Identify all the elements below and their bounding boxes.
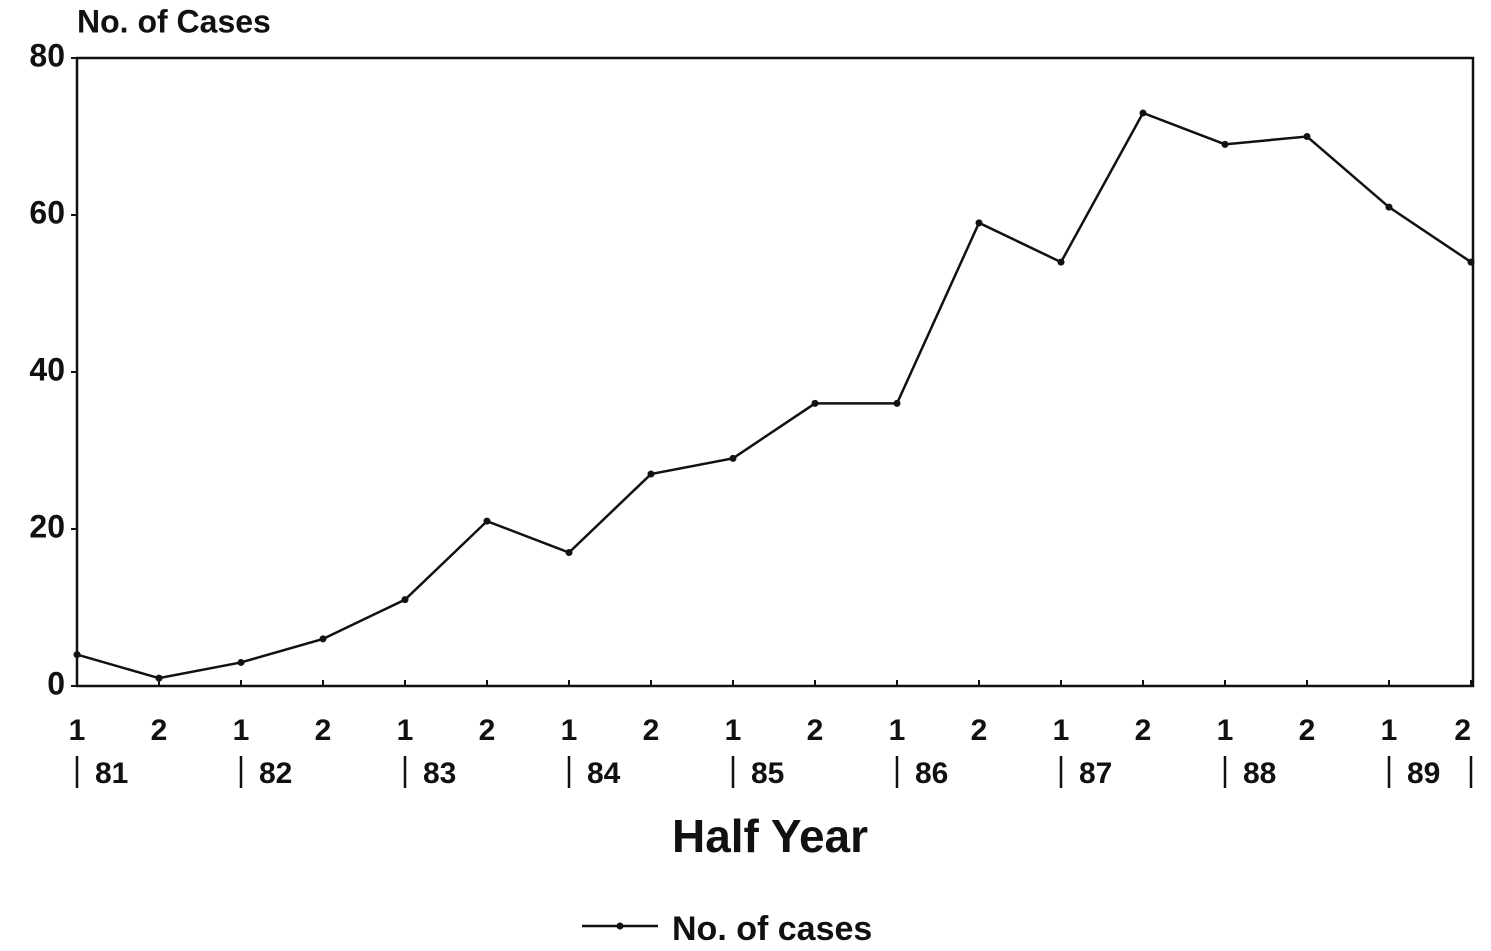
- x-tick-label: 1: [1053, 714, 1070, 747]
- data-point: [1303, 133, 1311, 140]
- x-tick-label: 2: [807, 714, 824, 747]
- data-line: [76, 111, 1472, 680]
- x-tick-label: 2: [479, 714, 496, 747]
- x-tick-label: 1: [397, 714, 414, 747]
- plot-frame: [75, 56, 1475, 688]
- x-tick-label: 1: [233, 714, 250, 747]
- data-point: [1467, 258, 1475, 266]
- legend-label: No. of cases: [672, 910, 872, 948]
- data-point: [483, 517, 491, 525]
- data-point: [975, 219, 983, 227]
- data-point: [647, 470, 655, 478]
- x-axis-title: Half Year: [672, 810, 868, 862]
- x-tick-label: 1: [561, 714, 578, 747]
- x-tick-label: 1: [69, 714, 86, 747]
- data-point: [319, 635, 327, 643]
- data-point: [1139, 109, 1147, 117]
- data-point: [1385, 203, 1393, 211]
- group-label: 88: [1243, 757, 1276, 790]
- y-tick-label: 40: [29, 351, 65, 387]
- x-tick-label: 2: [971, 714, 988, 747]
- x-tick-label: 1: [725, 714, 742, 747]
- group-label: 86: [915, 757, 948, 790]
- data-point: [811, 399, 819, 407]
- y-axis-title: No. of Cases: [77, 3, 271, 39]
- x-tick-label: 2: [151, 714, 168, 747]
- data-point: [565, 549, 573, 557]
- data-point: [237, 658, 245, 666]
- x-tick-label: 1: [1381, 714, 1398, 747]
- data-point: [729, 454, 737, 462]
- group-label: 82: [259, 757, 292, 790]
- group-label: 87: [1079, 757, 1112, 790]
- x-tick-label: 2: [1454, 714, 1471, 747]
- group-label: 85: [751, 757, 784, 790]
- y-tick-label: 80: [29, 37, 65, 73]
- data-point: [155, 674, 163, 682]
- data-point: [73, 651, 81, 659]
- x-tick-label: 2: [315, 714, 332, 747]
- x-tick-label: 1: [889, 714, 906, 747]
- x-tick-label: 2: [1299, 714, 1316, 747]
- x-tick-label: 2: [643, 714, 660, 747]
- group-label: 84: [587, 757, 621, 790]
- group-label: 89: [1407, 757, 1440, 790]
- group-label: 81: [95, 757, 128, 790]
- data-point: [1057, 258, 1065, 266]
- data-point: [1221, 140, 1229, 148]
- x-tick-label: 2: [1135, 714, 1152, 747]
- y-tick-label: 60: [29, 194, 65, 230]
- y-tick-label: 20: [29, 508, 65, 544]
- group-label: 83: [423, 757, 456, 790]
- y-tick-label: 0: [47, 665, 65, 701]
- legend-marker: [616, 922, 624, 930]
- data-point: [893, 399, 901, 407]
- data-point: [401, 596, 409, 604]
- x-tick-label: 1: [1217, 714, 1234, 747]
